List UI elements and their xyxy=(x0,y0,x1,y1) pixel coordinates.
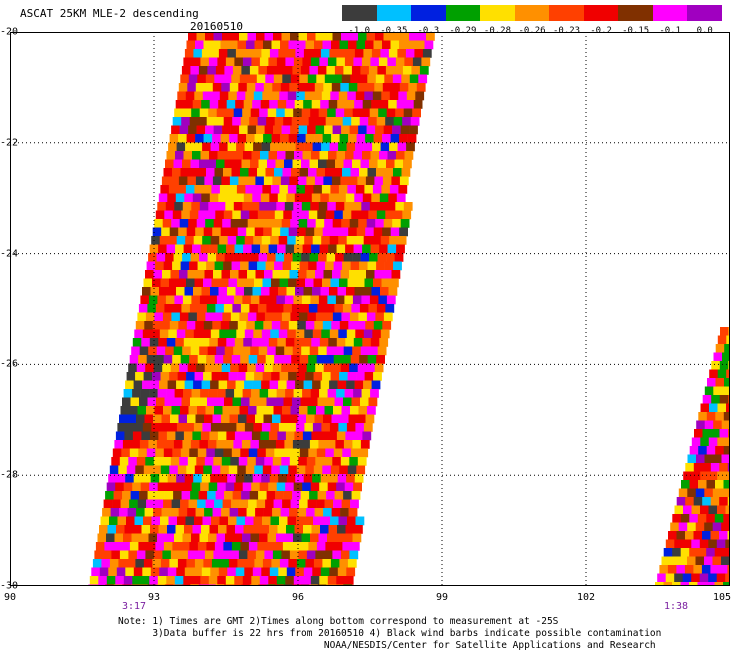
lon-label: 96 xyxy=(292,592,304,603)
colorbar-swatch-7 xyxy=(584,5,619,21)
colorbar-swatch-2 xyxy=(411,5,446,21)
lon-label: 90 xyxy=(4,592,16,603)
colorbar xyxy=(342,5,722,21)
colorbar-swatch-4 xyxy=(480,5,515,21)
colorbar-swatch-9 xyxy=(653,5,688,21)
time-label-right: 1:38 xyxy=(664,601,688,612)
lat-label: -30 xyxy=(0,581,18,592)
colorbar-swatch-1 xyxy=(377,5,412,21)
footnotes: Note: 1) Times are GMT 2)Times along bot… xyxy=(118,616,661,652)
lat-label: -20 xyxy=(0,27,18,38)
map-title: ASCAT 25KM MLE-2 descending xyxy=(20,7,199,20)
colorbar-swatch-6 xyxy=(549,5,584,21)
lat-label: -24 xyxy=(0,248,18,259)
colorbar-swatch-5 xyxy=(515,5,550,21)
note-line-1: Note: 1) Times are GMT 2)Times along bot… xyxy=(118,616,661,628)
note-line-2: 3)Data buffer is 22 hrs from 20160510 4)… xyxy=(118,628,661,640)
colorbar-swatch-0 xyxy=(342,5,377,21)
lon-label: 99 xyxy=(436,592,448,603)
lon-label: 105 xyxy=(713,592,731,603)
colorbar-swatch-3 xyxy=(446,5,481,21)
note-line-3: NOAA/NESDIS/Center for Satellite Applica… xyxy=(118,640,661,652)
lon-label: 102 xyxy=(577,592,595,603)
lat-label: -22 xyxy=(0,137,18,148)
colorbar-swatch-10 xyxy=(687,5,722,21)
swath-cells xyxy=(88,32,730,586)
swath-map xyxy=(10,32,730,586)
lat-label: -26 xyxy=(0,359,18,370)
lat-label: -28 xyxy=(0,470,18,481)
lon-label: 93 xyxy=(148,592,160,603)
colorbar-swatch-8 xyxy=(618,5,653,21)
time-label-left: 3:17 xyxy=(122,601,146,612)
